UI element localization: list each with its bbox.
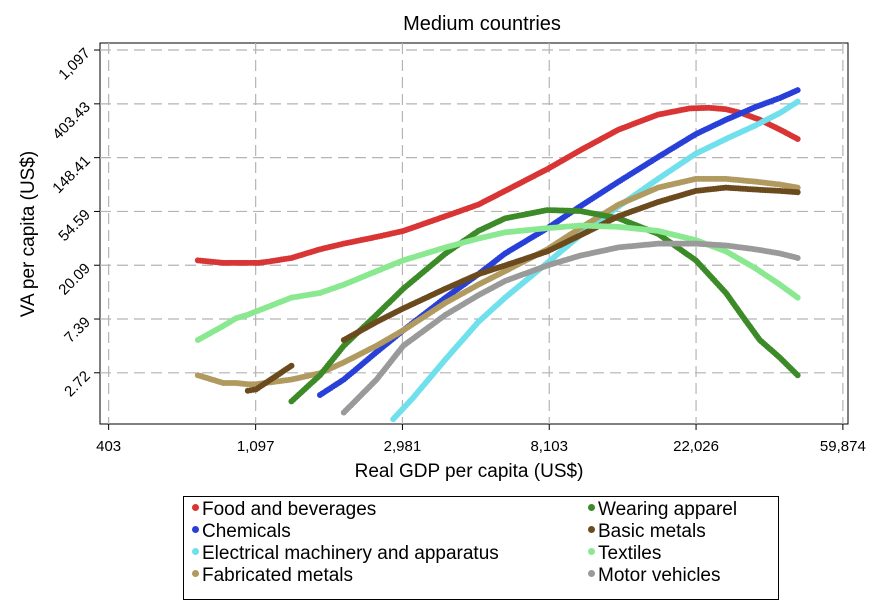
series-0 — [194, 104, 801, 266]
data-point — [794, 294, 801, 301]
series-7 — [340, 240, 801, 416]
legend-label: Food and beverages — [202, 499, 377, 520]
series-6 — [194, 222, 801, 344]
data-point — [794, 184, 801, 191]
data-point — [288, 362, 295, 369]
y-tick-label: 2.72 — [61, 368, 94, 401]
y-axis-label: VA per capita (US$) — [18, 151, 39, 318]
legend: Food and beverages Chemicals Electrical ma… — [183, 496, 779, 600]
x-tick-label: 1,097 — [237, 438, 275, 455]
legend-label: Wearing apparel — [598, 499, 738, 520]
y-tick-label: 7.39 — [61, 314, 94, 347]
y-tick-label: 1,097 — [55, 45, 94, 84]
y-tick-label: 403.43 — [49, 99, 93, 143]
x-tick-label: 2,981 — [384, 438, 422, 455]
legend-label: Chemicals — [202, 521, 291, 542]
legend-marker — [192, 548, 199, 556]
legend-label: Basic metals — [598, 521, 706, 542]
x-tick-label: 59,874 — [820, 438, 866, 455]
legend-label: Electrical machinery and apparatus — [202, 543, 499, 564]
data-point — [794, 189, 801, 196]
series-1 — [316, 87, 801, 399]
x-tick-label: 22,026 — [673, 438, 719, 455]
legend-item: Basic metals — [588, 521, 706, 543]
legend-marker — [588, 526, 595, 534]
legend-item: Wearing apparel — [588, 499, 737, 521]
legend-item: Food and beverages — [192, 499, 376, 521]
y-tick-label: 148.41 — [49, 152, 93, 196]
legend-marker — [588, 570, 595, 578]
legend-item: Electrical machinery and apparatus — [192, 543, 499, 565]
x-tick-label: 403 — [96, 438, 121, 455]
y-tick-label: 54.59 — [55, 206, 94, 245]
legend-marker — [588, 548, 595, 556]
legend-item: Fabricated metals — [192, 565, 353, 587]
legend-label: Textiles — [598, 543, 662, 564]
y-tick-label: 20.09 — [55, 260, 94, 299]
legend-item: Motor vehicles — [588, 565, 721, 587]
plot-frame — [99, 42, 849, 425]
legend-marker — [192, 570, 199, 578]
legend-marker — [192, 504, 199, 512]
x-axis-label: Real GDP per capita (US$) — [355, 461, 584, 482]
series-5 — [244, 184, 801, 394]
legend-item: Chemicals — [192, 521, 291, 543]
legend-item: Textiles — [588, 543, 661, 565]
legend-marker — [192, 526, 199, 534]
legend-label: Motor vehicles — [598, 565, 721, 586]
chart-title: Medium countries — [403, 13, 561, 35]
data-point — [794, 254, 801, 261]
legend-marker — [588, 504, 595, 512]
series-layer — [194, 87, 801, 423]
data-point — [794, 135, 801, 142]
x-tick-label: 8,103 — [530, 438, 568, 455]
data-point — [794, 87, 801, 94]
series-3 — [194, 175, 801, 388]
legend-label: Fabricated metals — [202, 565, 354, 586]
data-point — [794, 372, 801, 379]
data-point — [794, 98, 801, 105]
